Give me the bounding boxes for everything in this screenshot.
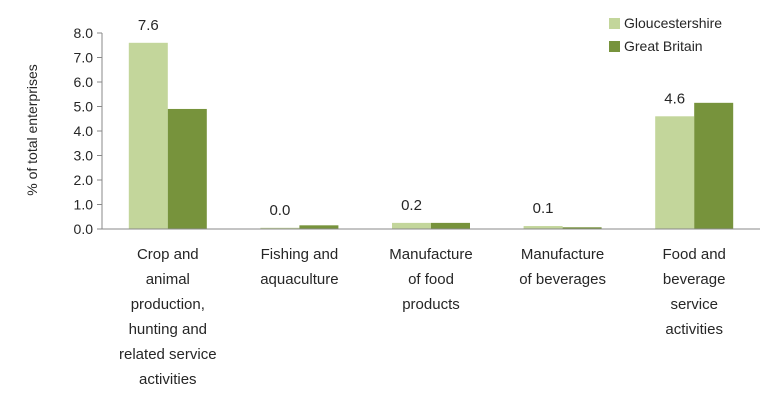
y-axis-ticks: 0.0 1.0 2.0 3.0 4.0 5.0 6.0 7.0 8.0: [74, 25, 102, 237]
data-label: 0.2: [401, 197, 422, 214]
data-labels: 7.6 0.0 0.2 0.1 4.6: [138, 17, 685, 219]
y-tick-label: 2.0: [74, 172, 94, 188]
category-labels: Crop and animal production, hunting and rela…: [119, 246, 726, 388]
bar-great-britain-4: [694, 102, 734, 229]
category-label: Crop and animal production, hunting and rela…: [119, 246, 217, 388]
y-tick-label: 0.0: [74, 221, 94, 237]
bar-gloucestershire-1: [260, 227, 300, 229]
data-label: 4.6: [664, 90, 685, 107]
legend-swatch: [609, 18, 620, 29]
category-label: Manufacture of food products: [389, 246, 472, 313]
bar-gloucestershire-3: [523, 226, 563, 229]
y-tick-label: 8.0: [74, 25, 94, 41]
y-axis-label: % of total enterprises: [24, 64, 40, 196]
y-tick-label: 5.0: [74, 99, 94, 115]
bar-great-britain-1: [299, 225, 339, 229]
data-label: 0.0: [269, 202, 290, 219]
bar-great-britain-3: [562, 227, 602, 229]
y-tick-label: 6.0: [74, 74, 94, 90]
bar-gloucestershire-0: [128, 42, 168, 229]
category-label: Fishing and aquaculture: [260, 246, 338, 288]
legend: Gloucestershire Great Britain: [609, 15, 722, 54]
y-tick-label: 1.0: [74, 197, 94, 213]
legend-label: Gloucestershire: [624, 15, 722, 31]
y-tick-label: 7.0: [74, 50, 94, 66]
bar-great-britain-2: [431, 222, 470, 229]
category-label: Manufacture of beverages: [519, 246, 606, 288]
y-tick-label: 3.0: [74, 148, 94, 164]
legend-swatch: [609, 41, 620, 52]
legend-label: Great Britain: [624, 38, 703, 54]
bar-gloucestershire-2: [392, 222, 431, 229]
bar-gloucestershire-4: [655, 116, 695, 229]
y-tick-label: 4.0: [74, 123, 94, 139]
data-label: 0.1: [533, 200, 554, 217]
category-label: Food and beverage service activities: [663, 246, 726, 338]
data-label: 7.6: [138, 17, 159, 34]
bar-great-britain-0: [167, 108, 207, 229]
bars: [128, 42, 734, 229]
